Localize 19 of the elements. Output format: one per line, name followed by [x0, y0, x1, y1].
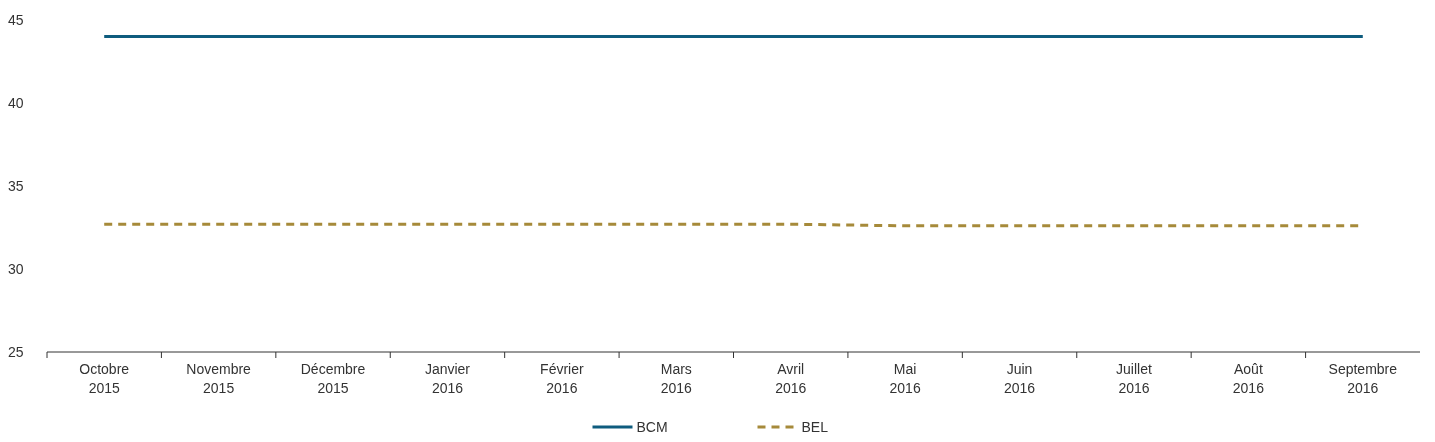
- y-tick-label: 25: [8, 343, 24, 360]
- x-tick-label: Mars 2016: [660, 361, 693, 396]
- x-tick-label: Février 2016: [540, 361, 584, 396]
- legend-label: BCM: [636, 419, 668, 435]
- y-tick-label: 40: [8, 94, 24, 111]
- x-tick-label: Juillet 2016: [1116, 361, 1152, 396]
- x-tick-label: Avril 2016: [775, 361, 807, 396]
- y-tick-label: 45: [8, 11, 24, 28]
- x-tick-label: Septembre 2016: [1328, 361, 1398, 396]
- x-tick-label: Novembre 2015: [186, 361, 252, 396]
- x-tick-label: Août 2016: [1232, 361, 1265, 396]
- y-tick-label: 35: [8, 177, 24, 194]
- x-tick-label: Janvier 2016: [424, 361, 471, 396]
- legend-label: BEL: [801, 419, 829, 435]
- x-tick-label: Mai 2016: [889, 361, 921, 396]
- x-tick-label: Juin 2016: [1003, 361, 1036, 396]
- x-tick-label: Décembre 2015: [300, 361, 366, 396]
- y-tick-label: 30: [8, 260, 24, 277]
- x-tick-label: Octobre 2015: [79, 361, 130, 396]
